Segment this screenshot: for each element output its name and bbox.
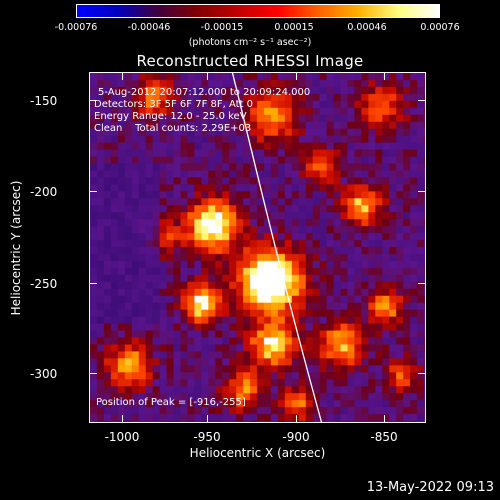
colorbar-tick-label: 0.00015	[274, 22, 314, 33]
y-tick-mark	[89, 100, 97, 101]
detectors-info: Detectors: 3F 5F 6F 7F 8F, Att 0	[94, 99, 254, 110]
peak-position: Position of Peak = [-916,-255]	[96, 397, 246, 408]
x-tick-mark	[384, 415, 385, 423]
colorbar-units: (photons cm⁻² s⁻¹ asec⁻²)	[188, 37, 312, 48]
y-tick-mark	[418, 191, 426, 192]
x-tick-mark	[122, 415, 123, 423]
y-tick-mark	[418, 373, 426, 374]
footer-timestamp: 13-May-2022 09:13	[366, 480, 494, 495]
y-tick-mark	[89, 283, 97, 284]
y-tick-label: -300	[30, 367, 58, 381]
colorbar-tick-label: -0.00076	[54, 22, 98, 33]
colorbar-tick-label: 0.00046	[347, 22, 387, 33]
y-tick-label: -150	[30, 94, 58, 108]
y-tick-label: -200	[30, 185, 58, 199]
x-tick-mark	[122, 72, 123, 80]
x-axis-label: Heliocentric X (arcsec)	[189, 446, 326, 460]
solar-limb-overlay	[231, 73, 323, 422]
y-tick-mark	[418, 283, 426, 284]
x-tick-mark	[296, 72, 297, 80]
observation-time: 5-Aug-2012 20:07:12.000 to 20:09:24.000	[98, 87, 311, 98]
colorbar-tick-label: -0.00046	[127, 22, 171, 33]
x-tick-mark	[384, 72, 385, 80]
x-tick-label: -850	[370, 430, 398, 444]
colorbar	[76, 4, 440, 18]
x-tick-mark	[296, 415, 297, 423]
y-tick-mark	[418, 100, 426, 101]
energy-range-info: Energy Range: 12.0 - 25.0 keV	[94, 111, 247, 122]
x-tick-label: -900	[282, 430, 310, 444]
clean-counts-info: Clean Total counts: 2.29E+03	[94, 123, 252, 134]
x-tick-mark	[207, 415, 208, 423]
colorbar-tick-label: -0.00015	[200, 22, 244, 33]
x-tick-label: -1000	[104, 430, 140, 444]
image-plot: 5-Aug-2012 20:07:12.000 to 20:09:24.000 …	[89, 72, 426, 423]
y-tick-mark	[89, 191, 97, 192]
colorbar-tick-label: 0.00076	[420, 22, 460, 33]
x-tick-mark	[207, 72, 208, 80]
y-tick-mark	[89, 373, 97, 374]
y-tick-label: -250	[30, 277, 58, 291]
x-tick-label: -950	[193, 430, 221, 444]
image-title: Reconstructed RHESSI Image	[136, 52, 364, 70]
y-axis-label: Heliocentric Y (arcsec)	[9, 180, 23, 316]
solar-flux-map	[90, 73, 425, 422]
